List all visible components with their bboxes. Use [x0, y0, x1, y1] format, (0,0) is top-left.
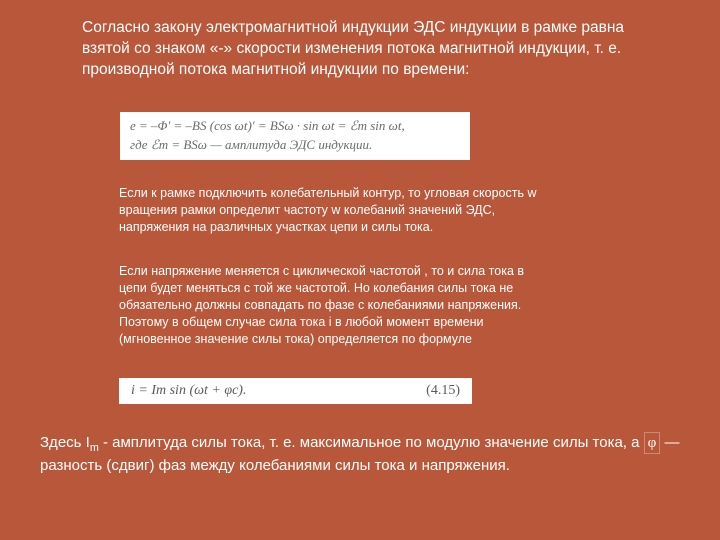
formula-emf-line1: e = –Φ′ = –BS (cos ωt)′ = BSω · sin ωt =… — [130, 117, 460, 136]
formula-current-number: (4.15) — [426, 383, 460, 399]
paragraph-oscillation-circuit: Если к рамке подключить колебательный ко… — [119, 185, 544, 236]
para4-part-a: Здесь I — [40, 434, 90, 451]
formula-current-expr: i = Im sin (ωt + φc). — [131, 383, 246, 399]
formula-box-emf: e = –Φ′ = –BS (cos ωt)′ = BSω · sin ωt =… — [120, 112, 470, 160]
intro-paragraph: Согласно закону электромагнитной индукци… — [82, 18, 672, 81]
formula-emf-line2: где ℰm = BSω — амплитуда ЭДС индукции. — [130, 136, 460, 155]
paragraph-amplitude-def: Здесь Im - амплитуда силы тока, т. е. ма… — [40, 432, 680, 476]
para4-subscript: m — [90, 442, 99, 454]
paragraph-current-phase: Если напряжение меняется с циклической ч… — [119, 263, 549, 347]
para4-part-b: - амплитуда силы тока, т. е. максимально… — [99, 434, 644, 451]
phi-highlight: φ — [644, 432, 661, 454]
formula-box-current: i = Im sin (ωt + φc). (4.15) — [119, 378, 472, 404]
